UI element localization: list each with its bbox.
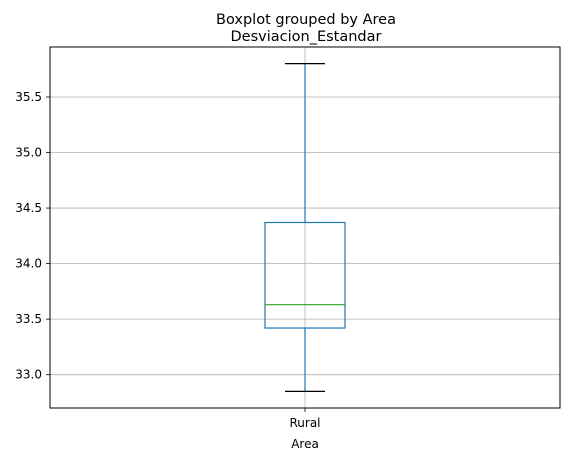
box-group [264, 63, 346, 392]
y-tick-label: 35.5 [15, 90, 42, 104]
y-tick-label: 33.0 [15, 368, 42, 382]
x-axis-label: Area [291, 437, 319, 451]
x-tick-label: Rural [289, 416, 320, 430]
chart-title: Desviacion_Estandar [231, 29, 382, 45]
y-tick-label: 34.5 [15, 201, 42, 215]
iqr-box [264, 221, 346, 329]
y-tick-label: 34.0 [15, 257, 42, 271]
y-tick-label: 33.5 [15, 312, 42, 326]
plot-area-frame [49, 46, 561, 409]
y-axis-ticks: 33.0 33.5 34.0 34.5 35.0 35.5 [15, 90, 50, 382]
chart-suptitle: Boxplot grouped by Area [216, 12, 396, 28]
x-axis-ticks: Rural [289, 408, 321, 430]
y-tick-label: 35.0 [15, 146, 42, 160]
